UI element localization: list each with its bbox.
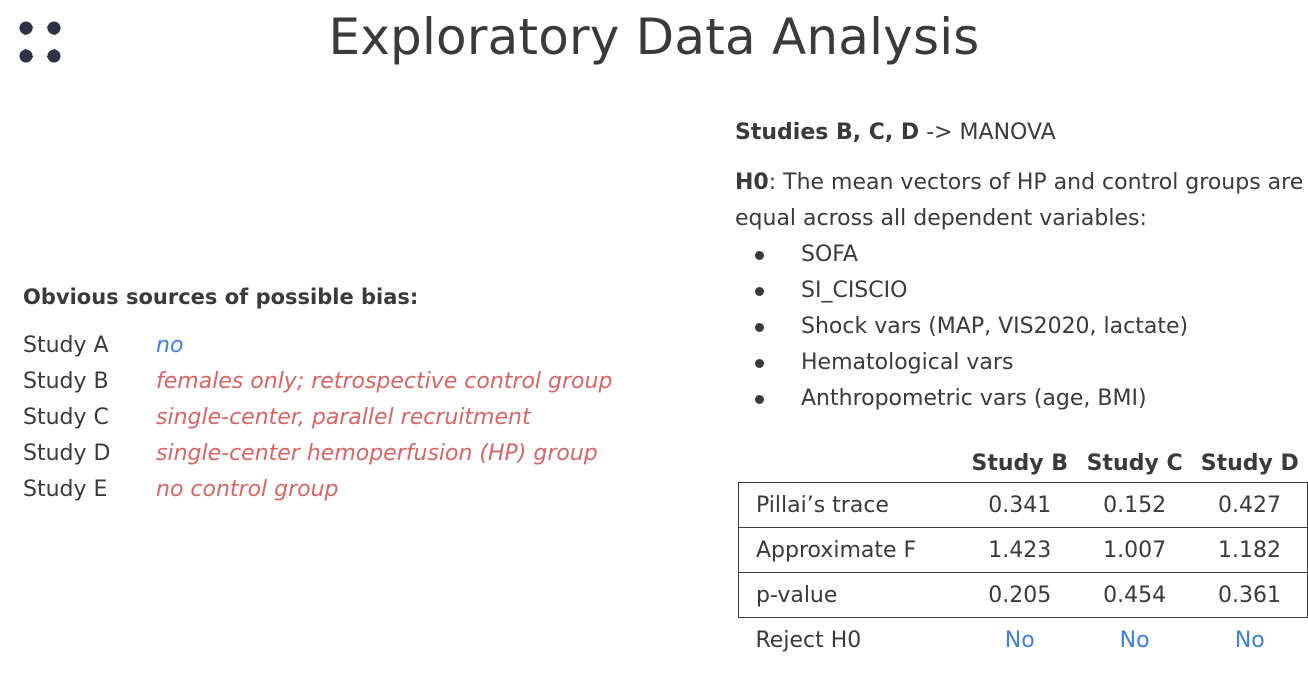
bullet-icon <box>755 287 764 296</box>
bias-note: single-center hemoperfusion (HP) group <box>156 440 598 466</box>
table-header-row: Study B Study C Study D <box>739 444 1308 483</box>
table-cell: 1.423 <box>962 527 1078 573</box>
table-cell: No <box>1119 627 1150 653</box>
page-title: Exploratory Data Analysis <box>328 8 980 66</box>
table-cell: No <box>1004 627 1035 653</box>
table-cell: 1.182 <box>1192 527 1308 573</box>
list-item: Anthropometric vars (age, BMI) <box>735 381 1305 417</box>
bias-study-label: Study A <box>23 332 109 358</box>
bullet-icon <box>755 323 764 332</box>
table-cell: 0.427 <box>1192 482 1308 528</box>
table-cell: 0.454 <box>1077 572 1193 618</box>
bias-note: no control group <box>156 476 339 502</box>
variable-label: SOFA <box>801 242 858 267</box>
manova-method: -> MANOVA <box>919 120 1056 145</box>
bias-heading: Obvious sources of possible bias: <box>23 285 419 309</box>
dependent-variables-list: SOFA SI_CISCIO Shock vars (MAP, VIS2020,… <box>735 237 1305 417</box>
manova-studies: Studies B, C, D <box>735 120 920 145</box>
bias-study-label: Study B <box>23 368 109 394</box>
row-label: p-value <box>738 572 963 618</box>
bias-row: Study E no control group <box>23 471 612 507</box>
bias-row: Study A no <box>23 327 612 363</box>
manova-section: Studies B, C, D -> MANOVA H0: The mean v… <box>735 120 1305 417</box>
bullet-icon <box>755 395 764 404</box>
row-label: Pillai’s trace <box>738 482 963 528</box>
table-row: Approximate F 1.423 1.007 1.182 <box>738 527 1308 573</box>
table-header-cell: Study D <box>1200 450 1299 476</box>
table-header-cell: Study C <box>1086 450 1183 476</box>
bias-study-label: Study D <box>23 440 111 466</box>
table-cell: 1.007 <box>1077 527 1193 573</box>
row-label: Approximate F <box>738 527 963 573</box>
table-cell: 0.341 <box>962 482 1078 528</box>
variable-label: Shock vars (MAP, VIS2020, lactate) <box>801 314 1189 339</box>
table-row: Reject H0 No No No <box>739 618 1308 663</box>
h0-text: : The mean vectors of HP and control gro… <box>735 170 1304 231</box>
manova-line: Studies B, C, D -> MANOVA <box>735 120 1305 145</box>
list-item: Hematological vars <box>735 345 1305 381</box>
table-header-cell <box>739 444 963 483</box>
manova-results-table: Study B Study C Study D Pillai’s trace 0… <box>738 444 1308 662</box>
list-item: Shock vars (MAP, VIS2020, lactate) <box>735 309 1305 345</box>
bullet-icon <box>755 359 764 368</box>
bias-row: Study D single-center hemoperfusion (HP)… <box>23 435 612 471</box>
logo-icon <box>19 21 61 63</box>
bias-row: Study B females only; retrospective cont… <box>23 363 612 399</box>
variable-label: Anthropometric vars (age, BMI) <box>801 386 1147 411</box>
hypothesis: H0: The mean vectors of HP and control g… <box>735 165 1305 237</box>
bias-section: Obvious sources of possible bias: Study … <box>23 285 612 507</box>
list-item: SI_CISCIO <box>735 273 1305 309</box>
bullet-icon <box>755 251 764 260</box>
table-cell: No <box>1234 627 1265 653</box>
bias-study-label: Study E <box>23 476 108 502</box>
bias-study-label: Study C <box>23 404 109 430</box>
table-cell: 0.205 <box>962 572 1078 618</box>
bias-note: single-center, parallel recruitment <box>156 404 531 430</box>
h0-label: H0 <box>735 170 769 195</box>
variable-label: Hematological vars <box>801 350 1014 375</box>
variable-label: SI_CISCIO <box>801 278 908 303</box>
bias-note: females only; retrospective control grou… <box>156 368 613 394</box>
table-row: Pillai’s trace 0.341 0.152 0.427 <box>738 482 1308 528</box>
table-cell: 0.361 <box>1192 572 1308 618</box>
table-cell: 0.152 <box>1077 482 1193 528</box>
table-header-cell: Study B <box>971 450 1069 476</box>
bias-note: no <box>156 332 184 358</box>
row-label: Reject H0 <box>755 627 862 653</box>
list-item: SOFA <box>735 237 1305 273</box>
bias-row: Study C single-center, parallel recruitm… <box>23 399 612 435</box>
table-row: p-value 0.205 0.454 0.361 <box>738 572 1308 618</box>
